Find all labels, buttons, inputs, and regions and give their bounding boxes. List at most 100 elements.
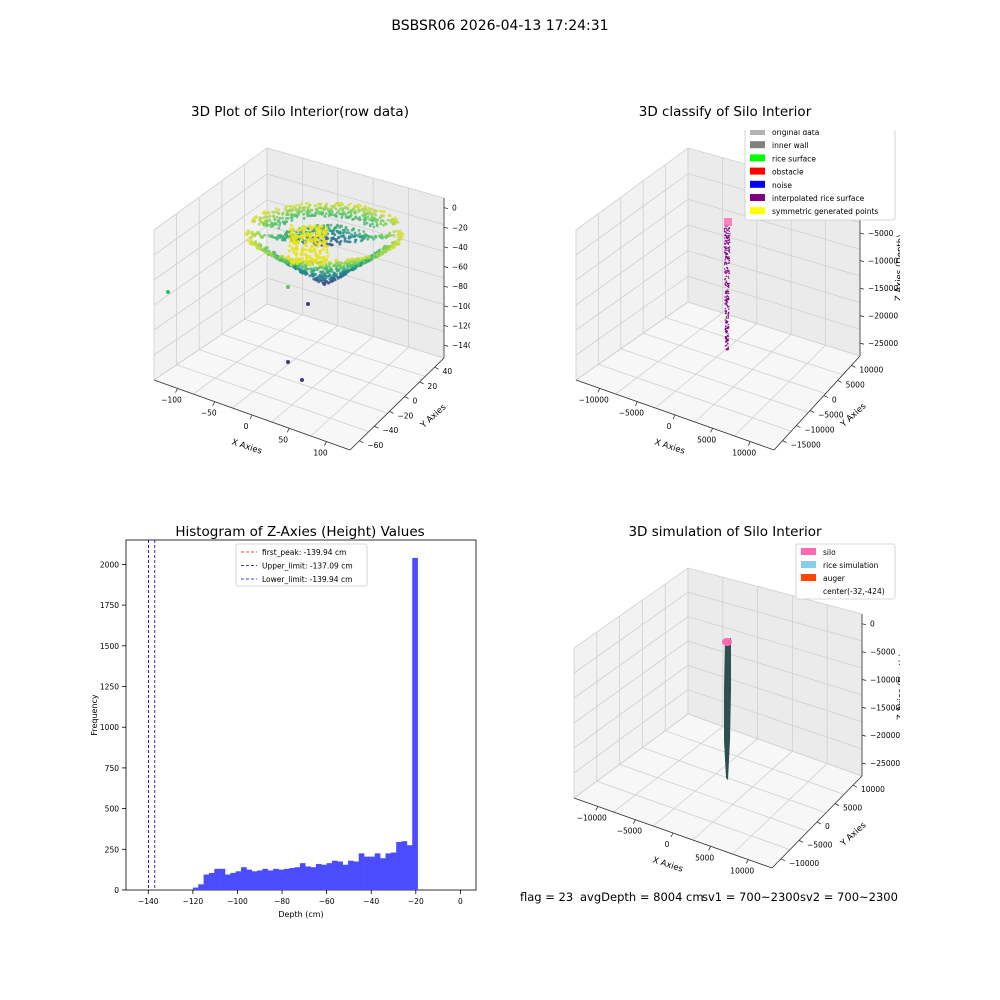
interpolated-point: [728, 241, 731, 244]
z-tick: [861, 734, 867, 737]
floor-gridline-y: [596, 780, 791, 850]
raw-data-point: [373, 209, 377, 212]
raw-data-point: [298, 268, 302, 272]
raw-data-point: [275, 207, 278, 211]
z-tick-label: −20: [452, 223, 468, 232]
raw-data-point: [318, 240, 322, 243]
legend-label: Lower_limit: -139.94 cm: [262, 575, 352, 584]
y-tick: [780, 858, 786, 862]
interpolated-point: [724, 230, 726, 232]
raw-data-point: [250, 242, 253, 246]
legend-label: interpolated rice surface: [772, 194, 865, 203]
raw-data-point: [344, 213, 348, 217]
status-avg-depth: avgDepth = 8004 cm: [580, 890, 704, 904]
interpolated-point: [727, 246, 730, 249]
y-tick: [389, 411, 394, 414]
z-tick-label: −20000: [868, 312, 898, 321]
x-tick-label: −5000: [617, 827, 643, 836]
raw-data-point: [361, 214, 365, 217]
raw-data-point: [294, 204, 298, 207]
raw-data-point: [302, 208, 306, 212]
raw-data-point: [260, 248, 264, 252]
raw-data-point: [302, 252, 306, 256]
raw-data-point: [393, 240, 397, 243]
raw-data-point: [382, 214, 385, 218]
raw-data-point: [324, 237, 328, 241]
raw-data-point: [318, 233, 322, 237]
x-tick-label: −10000: [577, 813, 607, 822]
raw-data-point: [329, 229, 332, 233]
raw-data-point: [276, 220, 280, 223]
floor-gridline-y: [665, 730, 845, 795]
interpolated-point: [727, 243, 730, 245]
y-tick-label: 5000: [843, 804, 862, 813]
interpolated-point: [726, 300, 728, 302]
interpolated-point: [727, 298, 730, 301]
interpolated-point: [725, 290, 727, 292]
floor-gridline-x: [271, 336, 374, 423]
raw-data-point: [327, 227, 331, 230]
histogram-bar: [251, 871, 258, 890]
raw-data-point: [305, 244, 309, 248]
raw-data-point: [316, 275, 320, 279]
raw-data-point: [290, 219, 294, 222]
raw-data-point: [271, 254, 274, 258]
histogram-bar: [224, 874, 231, 890]
panel-3-title: Histogram of Z-Axies (Height) Values: [175, 524, 425, 540]
interpolated-point: [725, 320, 728, 322]
interpolated-point: [724, 296, 726, 298]
raw-data-point: [267, 249, 271, 253]
interpolated-point: [725, 325, 727, 328]
interpolated-point: [726, 335, 728, 337]
interpolated-point: [727, 338, 729, 340]
interpolated-point: [724, 319, 726, 321]
z-tick: [443, 325, 449, 327]
histogram-bar: [219, 868, 226, 890]
legend-label: rice simulation: [823, 561, 879, 570]
y-tick-label: 1000: [100, 723, 119, 732]
raw-data-point: [290, 216, 294, 220]
raw-data-point: [376, 250, 379, 254]
z-tick-label: −80: [452, 282, 468, 291]
x-tick-label: −20: [408, 897, 424, 906]
interpolated-point: [727, 276, 729, 278]
raw-data-point: [275, 222, 278, 226]
interpolated-point: [728, 306, 730, 308]
raw-data-point: [354, 216, 357, 220]
raw-data-point: [352, 267, 356, 271]
y-tick-label: −15000: [791, 441, 821, 450]
raw-data-point: [372, 225, 376, 229]
interpolated-point: [726, 321, 729, 324]
wall-gridline-z: [575, 301, 861, 381]
histogram-bar: [310, 867, 317, 890]
interpolated-point: [724, 264, 726, 266]
raw-data-point: [252, 216, 256, 220]
raw-data-point: [278, 221, 282, 225]
depth-histogram: −140 −120 −100 −80 −60 −40 −20 0 0 250 500 750 1000 1…: [90, 539, 477, 919]
raw-data-point: [363, 220, 366, 224]
raw-data-point: [294, 206, 297, 210]
raw-data-point: [339, 271, 343, 275]
interpolated-point: [725, 271, 728, 273]
interpolated-point: [728, 269, 730, 272]
interpolated-point: [728, 297, 730, 299]
histogram-bar: [305, 866, 311, 890]
raw-data-point: [298, 206, 302, 210]
raw-data-point: [323, 205, 327, 209]
x-tick: [747, 441, 751, 446]
raw-data-point: [368, 224, 372, 228]
z-tick: [443, 266, 449, 268]
interpolated-point: [728, 227, 730, 229]
raw-data-point: [292, 250, 296, 254]
raw-data-point: [247, 231, 251, 235]
z-tick: [859, 342, 865, 345]
raw-data-point: [397, 241, 401, 245]
interpolated-point: [724, 291, 727, 293]
interpolated-point: [726, 267, 729, 270]
raw-data-point: [382, 210, 386, 213]
raw-data-point: [328, 273, 332, 276]
raw-data-point: [344, 226, 348, 230]
raw-data-point: [293, 233, 297, 237]
z-tick-label: −5000: [868, 229, 894, 238]
raw-data-point: [292, 241, 296, 245]
